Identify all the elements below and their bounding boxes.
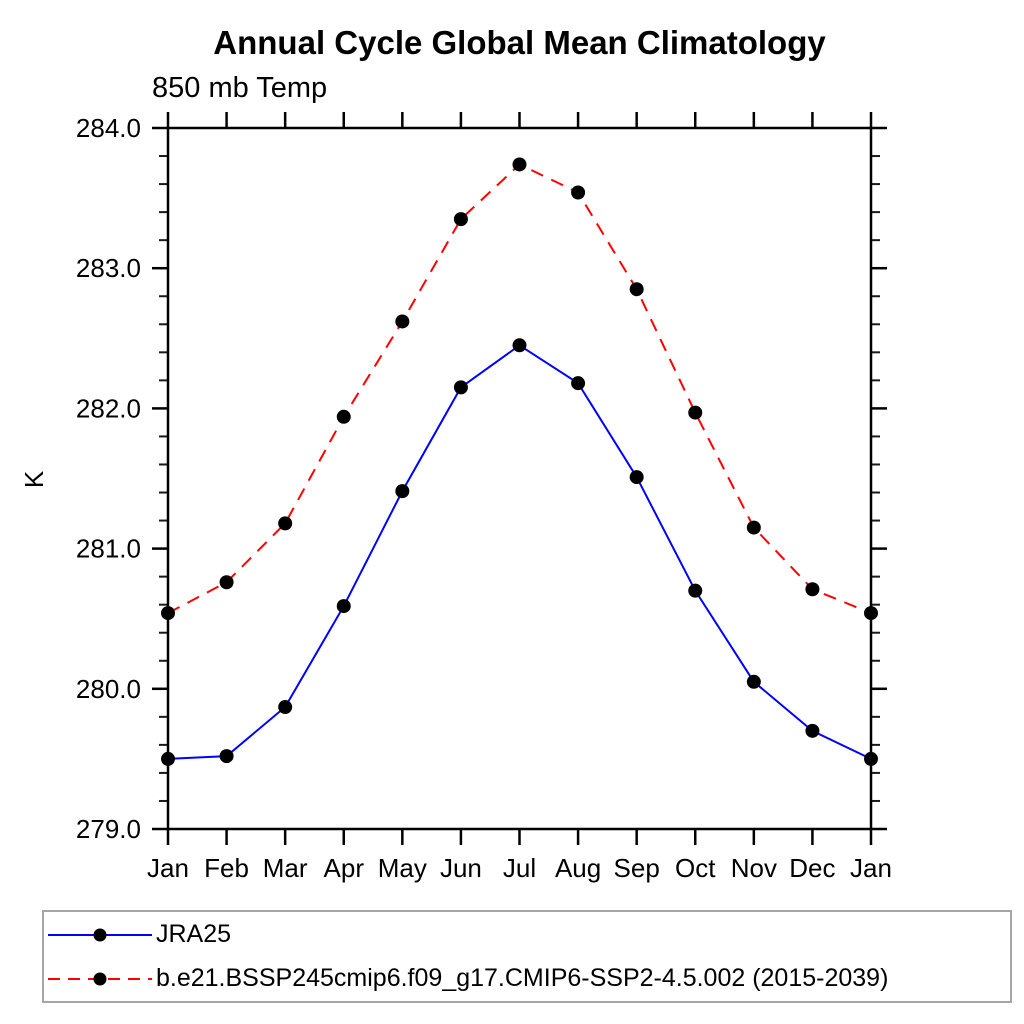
x-tick-label: May [378,853,427,883]
data-point [336,409,351,424]
data-point [629,470,644,485]
x-tick-label: Aug [555,853,601,883]
data-point [512,157,527,172]
series-line [167,163,872,615]
y-tick-label: 283.0 [76,253,141,283]
data-point [395,314,410,329]
data-point [629,282,644,297]
x-tick-label: Jun [440,853,482,883]
legend-marker-dot [93,928,107,941]
y-tick-label: 284.0 [76,113,141,143]
series-jra25 [161,338,878,766]
data-point [864,606,878,621]
y-tick-label: 282.0 [76,393,141,423]
y-tick-label: 279.0 [76,814,141,844]
y-tick-label: 280.0 [76,674,141,704]
data-point [688,405,703,420]
data-point [864,751,878,766]
legend-label-model: b.e21.BSSP245cmip6.f09_g17.CMIP6-SSP2-4.… [156,964,889,992]
legend: JRA25 b.e21.BSSP245cmip6.f09_g17.CMIP6-S… [42,910,1012,1003]
y-tick-label: 281.0 [76,534,141,564]
x-tick-label: Feb [204,853,249,883]
data-point [746,674,761,689]
data-point [512,338,527,353]
x-tick-label: Dec [789,853,835,883]
legend-item-model: b.e21.BSSP245cmip6.f09_g17.CMIP6-SSP2-4.… [46,957,1010,1001]
legend-line-sample-solid [48,928,152,941]
data-point [278,516,293,531]
x-tick-label: Mar [263,853,308,883]
y-axis: 279.0 280.0 281.0 282.0 283.0 284.0 [76,113,887,844]
data-point [161,751,175,766]
chart-title: Annual Cycle Global Mean Climatology [213,24,826,61]
legend-label-jra25: JRA25 [156,920,232,948]
x-tick-label: Sep [614,853,660,883]
x-tick-label: Oct [675,853,716,883]
series-model [161,157,878,621]
x-tick-label: Jan [850,853,892,883]
data-point [161,606,175,621]
legend-marker-dot [93,972,107,985]
data-point [219,749,234,764]
data-point [336,599,351,614]
plot-frame [166,126,873,831]
data-point [805,582,820,597]
data-point [746,520,761,535]
data-point [571,185,586,200]
data-point [219,575,234,590]
x-tick-label: Nov [731,853,777,883]
chart-subtitle: 850 mb Temp [152,72,328,104]
data-point [453,212,468,227]
x-axis: Jan Feb Mar Apr May Jun Jul Aug Sep Oct Nov Dec Jan [147,112,892,883]
legend-line-sample-dashed [48,972,152,985]
data-point [395,484,410,499]
series-line [167,344,872,760]
data-point [453,380,468,395]
x-tick-label: Jul [503,853,536,883]
data-point [571,376,586,391]
data-point [688,583,703,598]
x-tick-label: Apr [324,853,365,883]
x-tick-label: Jan [147,853,189,883]
legend-item-jra25: JRA25 [46,913,1010,957]
data-point [278,700,293,715]
data-point [805,723,820,738]
